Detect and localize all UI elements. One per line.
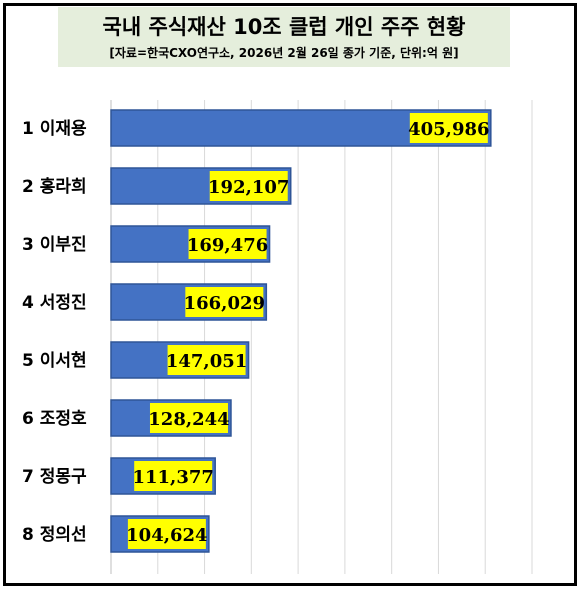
data-label: 147,051 xyxy=(166,351,247,372)
data-label-background xyxy=(149,403,228,433)
category-label: 8 정의선 xyxy=(22,525,87,545)
data-label-background xyxy=(409,113,488,143)
data-label: 192,107 xyxy=(208,177,289,198)
data-label-background xyxy=(127,519,206,549)
data-label-background xyxy=(209,171,288,201)
data-label-background xyxy=(167,345,246,375)
category-label: 7 정몽구 xyxy=(22,467,87,487)
data-label: 111,377 xyxy=(132,467,213,488)
data-label: 104,624 xyxy=(126,525,207,546)
data-label: 405,986 xyxy=(408,119,489,140)
category-label: 5 이서현 xyxy=(22,351,87,371)
chart-subtitle: [자료=한국CXO연구소, 2026년 2월 26일 종가 기준, 단위:억 원… xyxy=(109,46,459,60)
title-box: 국내 주식재산 10조 클럽 개인 주주 현황 [자료=한국CXO연구소, 20… xyxy=(58,7,510,67)
data-label-background xyxy=(188,229,267,259)
data-label-background xyxy=(185,287,264,317)
data-label: 169,476 xyxy=(187,235,268,256)
category-label: 6 조정호 xyxy=(22,409,87,429)
chart-frame xyxy=(3,3,577,586)
category-label: 1 이재용 xyxy=(22,119,87,139)
category-label: 2 홍라희 xyxy=(22,176,87,197)
data-label-background xyxy=(134,461,213,491)
chart-title: 국내 주식재산 10조 클럽 개인 주주 현황 xyxy=(102,15,466,39)
category-label: 4 서정진 xyxy=(22,293,87,313)
category-label: 3 이부진 xyxy=(22,235,87,255)
data-label: 166,029 xyxy=(184,293,265,314)
data-label: 128,244 xyxy=(148,409,229,430)
